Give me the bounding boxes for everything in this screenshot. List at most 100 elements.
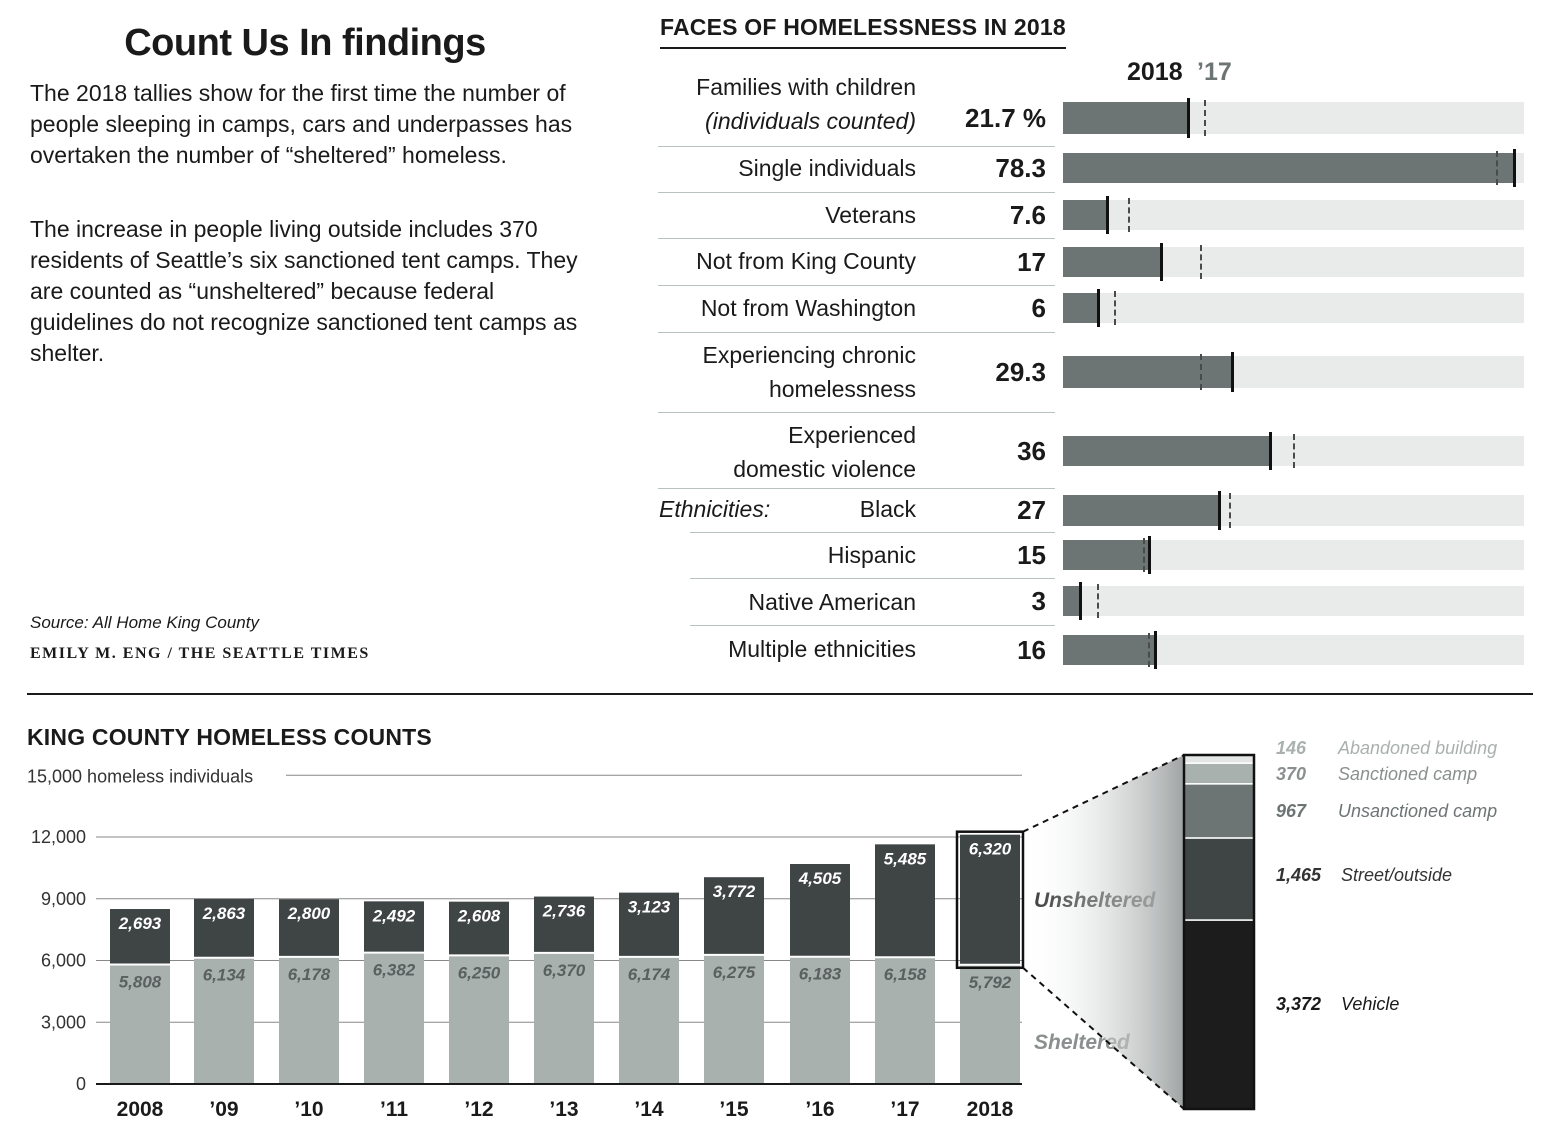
faces-chart-title: FACES OF HOMELESSNESS IN 2018 bbox=[660, 14, 1066, 49]
unsheltered-bar bbox=[875, 844, 935, 958]
faces-tick-2018 bbox=[1148, 536, 1152, 574]
faces-tick-2018 bbox=[1159, 243, 1163, 281]
sheltered-value-label: 6,275 bbox=[713, 963, 756, 982]
faces-row-value: 29.3 bbox=[995, 357, 1046, 387]
breakdown-name-label: Street/outside bbox=[1341, 865, 1452, 885]
sheltered-value-label: 5,792 bbox=[969, 973, 1012, 992]
faces-row-value: 6 bbox=[1031, 293, 1046, 323]
faces-tick-2017 bbox=[1496, 151, 1499, 185]
faces-tick-2018 bbox=[1154, 631, 1158, 669]
x-tick-label: ’13 bbox=[549, 1098, 578, 1121]
intro-paragraph-2: The increase in people living outside in… bbox=[30, 216, 578, 366]
y-tick-label: 3,000 bbox=[41, 1012, 86, 1032]
unsheltered-value-label: 6,320 bbox=[969, 840, 1012, 859]
breakdown-column-frame bbox=[1182, 753, 1256, 1111]
faces-bar bbox=[1063, 247, 1161, 277]
faces-row-value: 27 bbox=[1017, 495, 1046, 525]
faces-tick-2018 bbox=[1217, 490, 1221, 530]
faces-row-label: Single individuals bbox=[738, 155, 916, 181]
zoom-line-top bbox=[1022, 754, 1185, 833]
x-tick-label: 2018 bbox=[967, 1098, 1014, 1121]
faces-row-separator bbox=[658, 412, 1055, 413]
faces-tick-2018 bbox=[1105, 196, 1109, 234]
faces-row-label: Native American bbox=[748, 589, 916, 615]
unsheltered-value-label: 2,693 bbox=[118, 914, 162, 933]
faces-bar bbox=[1063, 540, 1150, 570]
faces-tick-2018 bbox=[1096, 289, 1100, 327]
faces-bar bbox=[1063, 293, 1098, 323]
breakdown-value-label: 1,465 bbox=[1276, 865, 1322, 885]
faces-row-label: Experiencing chronic homelessness bbox=[702, 342, 916, 402]
x-tick-label: ’09 bbox=[209, 1098, 238, 1121]
sheltered-bar bbox=[790, 956, 850, 1084]
faces-chart: 2018 ’17 Ethnicities: Families with childre… bbox=[658, 58, 1524, 669]
sheltered-value-label: 6,134 bbox=[203, 966, 246, 985]
breakdown-name-label: Abandoned building bbox=[1337, 738, 1497, 758]
faces-tick-2018 bbox=[1230, 352, 1234, 392]
faces-bar bbox=[1063, 356, 1232, 388]
faces-row-label: Not from Washington bbox=[700, 295, 916, 321]
page-title: Count Us In findings bbox=[124, 22, 486, 64]
unsheltered-bar bbox=[619, 892, 679, 957]
y-tick-label: 6,000 bbox=[41, 951, 86, 971]
faces-tick-2018 bbox=[1269, 432, 1273, 470]
ethnicities-label: Ethnicities: bbox=[659, 496, 771, 522]
legend-2018: 2018 bbox=[1127, 58, 1183, 86]
x-tick-label: ’11 bbox=[380, 1098, 408, 1121]
faces-row-separator bbox=[658, 332, 1055, 333]
sheltered-bar bbox=[364, 952, 424, 1084]
sheltered-value-label: 6,183 bbox=[799, 965, 842, 984]
breakdown-name-label: Vehicle bbox=[1341, 994, 1399, 1014]
faces-row-value: 78.3 bbox=[995, 153, 1046, 183]
breakdown-name-label: Sanctioned camp bbox=[1338, 764, 1477, 784]
x-tick-label: ’16 bbox=[805, 1098, 834, 1121]
x-tick-label: ’10 bbox=[294, 1098, 323, 1121]
faces-row-label: Hispanic bbox=[827, 542, 916, 568]
unsheltered-bar bbox=[364, 901, 424, 953]
faces-row-value: 15 bbox=[1017, 540, 1046, 570]
sheltered-value-label: 5,808 bbox=[119, 972, 162, 991]
faces-bar bbox=[1063, 200, 1107, 230]
unsheltered-bar bbox=[790, 864, 850, 957]
faces-tick-2017 bbox=[1128, 198, 1131, 232]
x-tick-label: ’12 bbox=[464, 1098, 493, 1121]
faces-tick-2017 bbox=[1096, 584, 1099, 618]
sheltered-bar bbox=[704, 954, 764, 1084]
breakdown-value-label: 967 bbox=[1276, 801, 1307, 821]
breakdown-value-label: 370 bbox=[1276, 764, 1306, 784]
faces-row-separator bbox=[690, 625, 1055, 626]
faces-tick-2017 bbox=[1229, 492, 1232, 528]
sheltered-bar bbox=[960, 964, 1020, 1084]
counts-chart-title: KING COUNTY HOMELESS COUNTS bbox=[27, 724, 432, 750]
faces-row-value: 21.7 % bbox=[965, 103, 1046, 133]
faces-row-label: Not from King County bbox=[696, 248, 916, 274]
section-divider bbox=[27, 693, 1533, 695]
sheltered-bar bbox=[875, 957, 935, 1084]
x-tick-label: ’15 bbox=[719, 1098, 749, 1121]
unsheltered-value-label: 3,123 bbox=[628, 898, 671, 917]
sheltered-bar bbox=[449, 955, 509, 1084]
faces-bar bbox=[1063, 102, 1189, 134]
faces-tick-2017 bbox=[1292, 434, 1295, 468]
breakdown-value-label: 146 bbox=[1276, 738, 1307, 758]
unsheltered-bar bbox=[960, 834, 1020, 965]
sheltered-value-label: 6,178 bbox=[288, 965, 331, 984]
sheltered-bar bbox=[194, 957, 254, 1084]
faces-row-separator bbox=[658, 285, 1055, 286]
breakdown-segment bbox=[1183, 783, 1255, 839]
faces-bar-track bbox=[1063, 200, 1524, 230]
faces-row-label: Veterans bbox=[825, 202, 916, 228]
faces-tick-2017 bbox=[1113, 291, 1116, 325]
faces-row-separator bbox=[658, 192, 1055, 193]
unsheltered-value-label: 2,492 bbox=[372, 906, 416, 925]
unsheltered-bar bbox=[449, 901, 509, 956]
y-tick-label: 12,000 bbox=[31, 827, 86, 847]
unsheltered-bar bbox=[110, 909, 170, 965]
unsheltered-value-label: 2,800 bbox=[287, 904, 331, 923]
faces-row-value: 3 bbox=[1031, 586, 1046, 616]
breakdown-value-label: 3,372 bbox=[1276, 994, 1321, 1014]
faces-tick-2017 bbox=[1142, 538, 1145, 572]
faces-bar bbox=[1063, 436, 1271, 466]
sheltered-value-label: 6,250 bbox=[458, 963, 501, 982]
